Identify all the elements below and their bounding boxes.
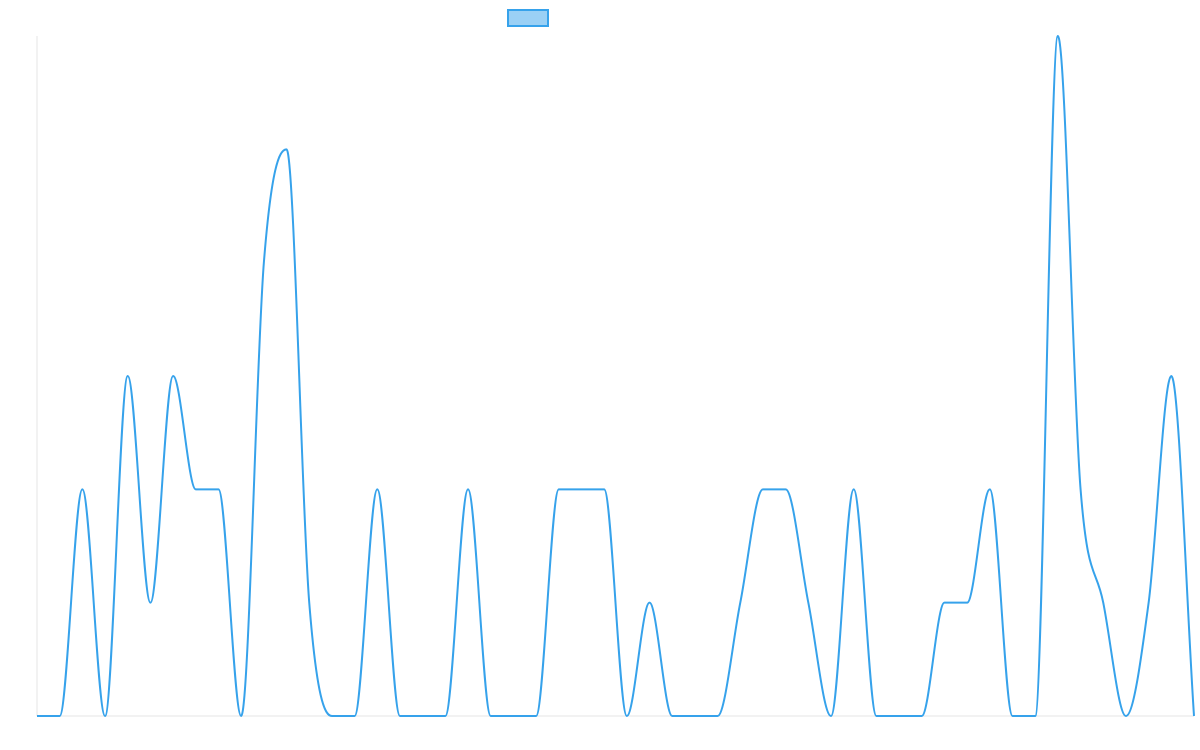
data-point[interactable]	[1078, 486, 1084, 492]
data-point[interactable]	[102, 713, 108, 719]
data-point[interactable]	[1055, 33, 1061, 39]
data-point[interactable]	[1146, 600, 1152, 606]
data-point[interactable]	[261, 260, 267, 266]
data-point[interactable]	[896, 713, 902, 719]
data-point[interactable]	[851, 486, 857, 492]
data-point[interactable]	[964, 600, 970, 606]
data-point[interactable]	[170, 373, 176, 379]
data-point[interactable]	[1032, 713, 1038, 719]
series-group	[34, 33, 1197, 719]
data-point[interactable]	[692, 713, 698, 719]
data-point[interactable]	[284, 146, 290, 152]
data-point[interactable]	[1168, 373, 1174, 379]
data-point[interactable]	[601, 486, 607, 492]
data-point[interactable]	[737, 600, 743, 606]
data-point[interactable]	[624, 713, 630, 719]
data-point[interactable]	[578, 486, 584, 492]
data-point[interactable]	[941, 600, 947, 606]
data-point[interactable]	[374, 486, 380, 492]
data-point[interactable]	[669, 713, 675, 719]
legend[interactable]	[507, 9, 549, 27]
data-point[interactable]	[647, 600, 653, 606]
data-point[interactable]	[34, 713, 40, 719]
data-point[interactable]	[760, 486, 766, 492]
data-point[interactable]	[79, 486, 85, 492]
data-point[interactable]	[329, 713, 335, 719]
data-point[interactable]	[465, 486, 471, 492]
data-point[interactable]	[57, 713, 63, 719]
data-point[interactable]	[420, 713, 426, 719]
data-point[interactable]	[352, 713, 358, 719]
data-point[interactable]	[442, 713, 448, 719]
data-point[interactable]	[125, 373, 131, 379]
data-point[interactable]	[510, 713, 516, 719]
data-point[interactable]	[783, 486, 789, 492]
data-point[interactable]	[873, 713, 879, 719]
data-point[interactable]	[238, 713, 244, 719]
data-point[interactable]	[306, 600, 312, 606]
data-point[interactable]	[919, 713, 925, 719]
data-point[interactable]	[193, 486, 199, 492]
data-point[interactable]	[533, 713, 539, 719]
data-point[interactable]	[1100, 600, 1106, 606]
data-point[interactable]	[215, 486, 221, 492]
data-point[interactable]	[488, 713, 494, 719]
data-point[interactable]	[715, 713, 721, 719]
data-point[interactable]	[1191, 713, 1197, 719]
data-point[interactable]	[147, 600, 153, 606]
data-point[interactable]	[556, 486, 562, 492]
data-point[interactable]	[1010, 713, 1016, 719]
data-point[interactable]	[1123, 713, 1129, 719]
data-point[interactable]	[805, 600, 811, 606]
data-point[interactable]	[987, 486, 993, 492]
series-line	[37, 35, 1195, 717]
data-point[interactable]	[397, 713, 403, 719]
legend-swatch-series-1[interactable]	[507, 9, 549, 27]
data-point[interactable]	[828, 713, 834, 719]
